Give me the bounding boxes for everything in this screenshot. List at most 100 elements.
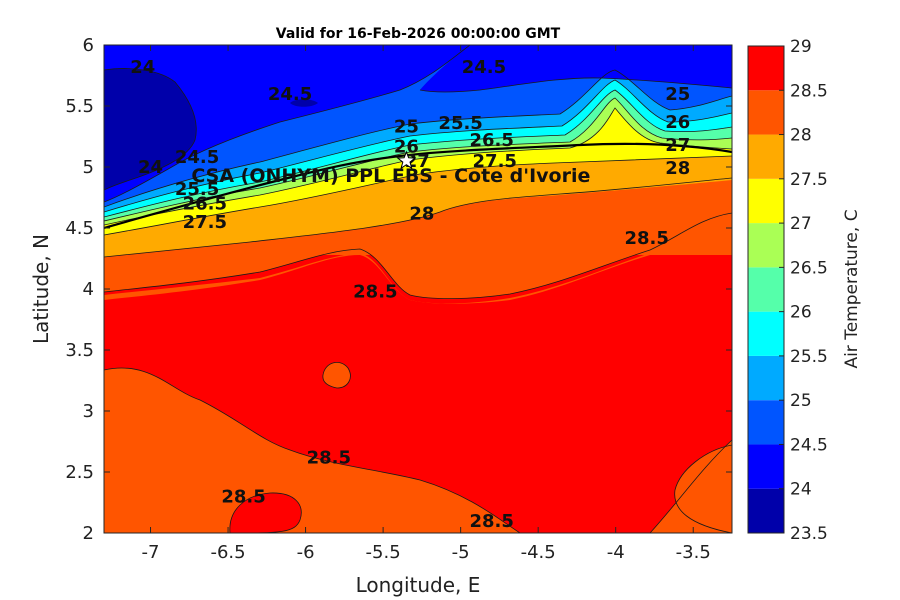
contour-line — [649, 439, 732, 533]
chart-title: Valid for 16-Feb-2026 00:00:00 GMT — [276, 26, 561, 42]
colorbar-tick-label: 28.5 — [790, 81, 828, 101]
contour-fill — [104, 45, 732, 533]
colorbar-tick-label: 29 — [790, 37, 812, 57]
contour-label: 24.5 — [175, 147, 219, 168]
contour-label: 28 — [665, 158, 690, 179]
x-tick-label: -6.5 — [210, 542, 245, 563]
site-label: CSA (ONHYM) PPL EBS - Cote d'Ivorie — [191, 165, 590, 187]
coastline — [104, 142, 732, 230]
y-tick-label: 4.5 — [65, 218, 94, 239]
y-tick-label: 2.5 — [65, 462, 94, 483]
contour-line — [104, 68, 197, 191]
band-28-5 — [104, 215, 732, 533]
y-tick-label: 3 — [83, 401, 94, 422]
y-tick-label: 5 — [83, 157, 94, 178]
colorbar-tick-label: 27 — [790, 214, 812, 234]
colorbar-tick-label: 24.5 — [790, 435, 828, 455]
colorbar-border — [747, 45, 785, 534]
y-tick-label: 5.5 — [65, 96, 94, 117]
contour-line — [104, 69, 732, 208]
colorbar-swatch — [748, 223, 784, 268]
contour-line — [674, 444, 732, 533]
contour-label: 27 — [665, 135, 690, 156]
colorbar-label: Air Temperature, C — [842, 209, 862, 368]
colorbar-swatch — [748, 46, 784, 91]
contour-label: 26 — [665, 112, 690, 133]
y-tick-label: 6 — [83, 35, 94, 56]
site-star-icon — [396, 150, 417, 170]
x-tick-label: -5.5 — [366, 542, 401, 563]
colorbar-tick-label: 23.5 — [790, 524, 828, 544]
contour-line — [104, 97, 732, 222]
band-23-5-island — [290, 99, 318, 107]
x-axis: -7 -6.5 -6 -5.5 -5 -4.5 -4 -3.5 — [142, 45, 711, 563]
contour-line — [104, 45, 471, 203]
colorbar-swatch — [748, 400, 784, 445]
contour-label: 24 — [130, 57, 155, 78]
contour-label: 26 — [394, 136, 419, 157]
contour-label: 24.5 — [268, 84, 312, 105]
contour-label: 28.5 — [353, 281, 397, 302]
x-tick-label: -3.5 — [676, 542, 711, 563]
contour-line — [104, 212, 732, 300]
contour-label: 24 — [138, 157, 163, 178]
y-tick-label: 2 — [83, 523, 94, 544]
colorbar-swatch — [748, 178, 784, 224]
y-axis: 6 5.5 5 4.5 4 3.5 3 2.5 2 — [65, 35, 732, 544]
x-tick-label: -4 — [607, 542, 625, 563]
colorbar-tick-label: 27.5 — [790, 170, 828, 190]
contour-label: 28.5 — [307, 447, 351, 468]
band-23-5 — [104, 68, 197, 190]
colorbar-tick-label: 25 — [790, 391, 812, 411]
colorbar-swatch — [748, 267, 784, 312]
x-axis-label: Longitude, E — [356, 573, 481, 597]
contour-label: 28.5 — [625, 228, 669, 249]
contour-line — [419, 77, 732, 93]
band-28-5-lower — [229, 492, 302, 533]
y-axis-label: Latitude, N — [29, 234, 53, 344]
contour-line — [104, 107, 732, 226]
band-25 — [104, 70, 732, 212]
contour-line — [104, 79, 732, 213]
band-28-upper — [104, 175, 732, 299]
colorbar: 29 28.5 28 27.5 27 26.5 26 25.5 25 24.5 24 23.5 Air … — [747, 37, 862, 544]
band-24 — [104, 45, 470, 202]
x-tick-label: -7 — [142, 542, 160, 563]
contour-label: 24.5 — [462, 57, 506, 78]
band-27-5-main — [104, 152, 732, 257]
band-24-right — [420, 45, 732, 92]
site-marker-group: CSA (ONHYM) PPL EBS - Cote d'Ivorie — [191, 150, 590, 187]
contour-line — [104, 367, 521, 533]
colorbar-swatch — [748, 355, 784, 401]
colorbar-tick-label: 25.5 — [790, 347, 828, 367]
x-tick-label: -4.5 — [521, 542, 556, 563]
contour-line — [104, 89, 732, 218]
band-28-lower-right — [674, 445, 732, 533]
colorbar-swatch — [748, 488, 784, 533]
colorbar-swatch — [748, 311, 784, 356]
x-tick-label: -5 — [452, 542, 470, 563]
y-tick-label: 3.5 — [65, 340, 94, 361]
contour-line — [229, 492, 302, 533]
colorbar-swatch — [748, 444, 784, 489]
colorbar-tick-label: 26.5 — [790, 258, 828, 278]
band-27 — [104, 108, 732, 235]
colorbar-tick-label: 26 — [790, 303, 812, 323]
contour-line — [104, 177, 732, 258]
colorbar-tick-label: 24 — [790, 480, 812, 500]
contour-line — [104, 155, 732, 236]
contour-label: 26.5 — [183, 194, 227, 215]
x-tick-label: -6 — [297, 542, 315, 563]
contour-label: 27.5 — [473, 151, 517, 172]
contour-label: 25 — [665, 84, 690, 105]
contour-label: 28 — [409, 203, 434, 224]
contour-label: 25 — [394, 117, 419, 138]
contour-label: 28.5 — [221, 486, 265, 507]
contour-lines — [104, 45, 732, 533]
band-26-5 — [104, 98, 732, 225]
y-tick-label: 4 — [83, 279, 94, 300]
contour-label: 28.5 — [469, 511, 513, 532]
